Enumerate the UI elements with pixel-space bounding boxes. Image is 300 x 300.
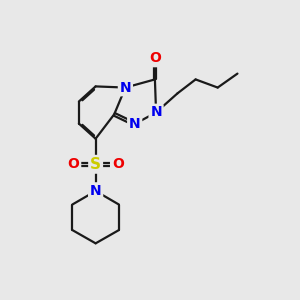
Text: N: N [90,184,101,198]
Text: O: O [68,157,80,171]
Text: O: O [112,157,124,171]
Text: N: N [129,117,140,131]
Text: S: S [90,157,101,172]
Text: N: N [150,105,162,119]
Text: O: O [149,52,161,65]
Text: N: N [120,81,131,94]
